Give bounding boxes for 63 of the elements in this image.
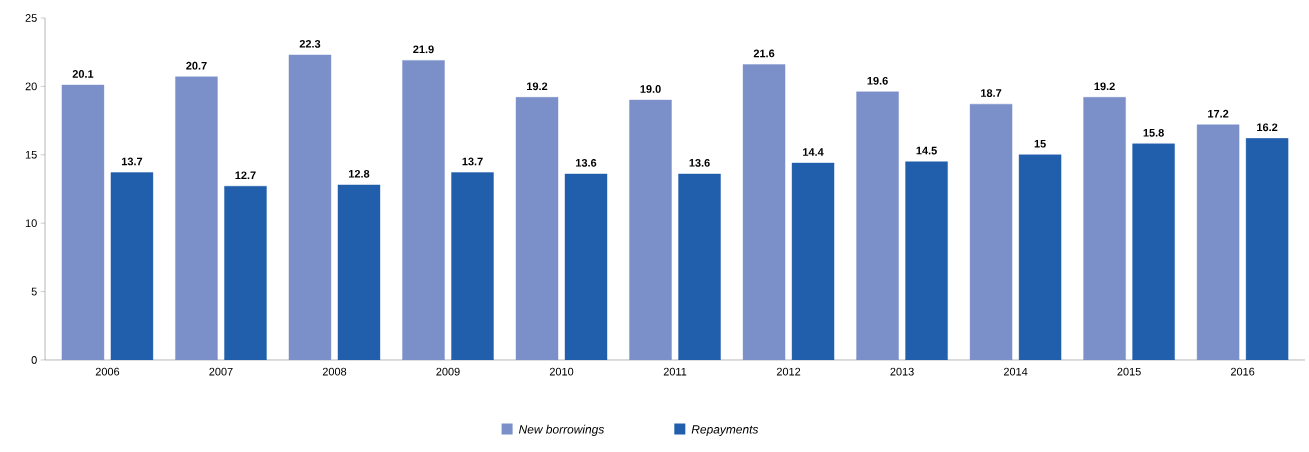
bar [224, 186, 267, 360]
bar [61, 84, 105, 360]
y-tick-label: 20 [25, 82, 37, 91]
data-label: 19.2 [527, 82, 548, 91]
data-label: 13.7 [462, 157, 483, 166]
data-label: 21.6 [753, 49, 775, 58]
x-tick-label: 2009 [436, 367, 460, 376]
bar [175, 76, 218, 360]
bar [791, 162, 835, 360]
data-label: 15.8 [1143, 128, 1164, 137]
data-label: 19.0 [640, 85, 661, 93]
data-label: 21.9 [413, 45, 434, 54]
bar [402, 60, 445, 360]
bar [969, 103, 1013, 360]
bar [451, 172, 494, 360]
data-label: 19.6 [867, 76, 888, 85]
data-label: 13.6 [689, 158, 710, 167]
data-label: 14.4 [803, 148, 824, 156]
bar [1083, 97, 1126, 360]
data-label: 13.7 [121, 157, 143, 166]
x-tick-label: 2013 [890, 367, 914, 376]
bar [856, 91, 899, 360]
x-tick-label: 2007 [209, 367, 233, 376]
bar [678, 173, 721, 360]
bar [742, 64, 786, 360]
data-label: 20.1 [72, 70, 94, 78]
x-tick-label: 2016 [1230, 367, 1255, 376]
bar [1245, 138, 1289, 360]
x-tick-label: 2015 [1117, 367, 1141, 376]
legend-label: Repayments [691, 425, 759, 436]
x-tick-label: 2011 [663, 367, 687, 376]
data-label: 22.3 [299, 39, 321, 48]
y-tick-label: 25 [25, 14, 37, 22]
y-tick-label: 15 [25, 150, 37, 159]
bar [905, 161, 948, 360]
bar [1018, 154, 1062, 360]
y-tick-label: 5 [31, 287, 37, 296]
data-label: 14.5 [916, 146, 937, 155]
bar [110, 172, 154, 360]
data-label: 18.7 [981, 89, 1002, 97]
data-label: 16.2 [1257, 123, 1278, 132]
data-label: 12.7 [235, 171, 256, 180]
y-tick-label: 0 [31, 356, 37, 364]
x-tick-label: 2012 [776, 367, 801, 376]
x-tick-label: 2006 [95, 367, 120, 376]
data-label: 15 [1034, 139, 1046, 148]
x-tick-label: 2010 [549, 367, 574, 376]
x-tick-label: 2008 [322, 367, 347, 376]
legend-label: New borrowings [518, 424, 605, 436]
bar [629, 99, 672, 360]
bar [1132, 143, 1175, 360]
y-tick-label: 10 [25, 219, 37, 228]
data-label: 19.2 [1094, 82, 1115, 91]
bar [288, 54, 332, 360]
bar [515, 97, 559, 360]
bar [1196, 124, 1240, 360]
bar [337, 184, 381, 360]
data-label: 12.8 [349, 169, 370, 178]
data-label: 20.7 [186, 61, 207, 70]
x-tick-label: 2014 [1003, 367, 1028, 376]
data-label: 17.2 [1208, 109, 1229, 118]
bar [564, 173, 608, 360]
data-label: 13.6 [576, 158, 597, 167]
